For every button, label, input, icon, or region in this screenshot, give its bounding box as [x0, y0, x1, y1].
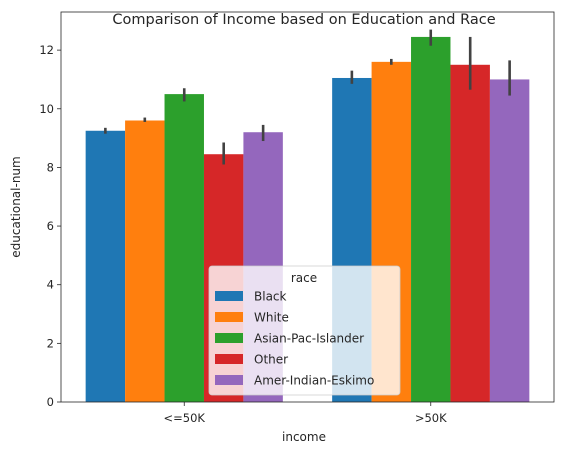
legend-swatch	[215, 375, 243, 385]
legend-label: Other	[254, 353, 288, 367]
legend-label: White	[254, 311, 289, 325]
legend-label: Asian-Pac-Islander	[254, 332, 364, 346]
y-tick-label: 2	[47, 336, 54, 350]
y-axis-label: educational-num	[9, 156, 23, 257]
y-axis: 0 2 4 6 8 10 12	[39, 43, 61, 409]
y-tick-label: 0	[47, 395, 54, 409]
errorbars-layer	[104, 29, 511, 165]
legend-title: race	[291, 271, 317, 285]
legend-swatch	[215, 312, 243, 322]
legend-label: Black	[254, 290, 287, 304]
chart-title: Comparison of Income based on Education …	[112, 12, 495, 28]
y-tick-label: 6	[47, 219, 54, 233]
y-tick-label: 12	[39, 43, 54, 57]
legend-label: Amer-Indian-Eskimo	[254, 374, 374, 388]
legend: race Black White Asian-Pac-Islander Other Am…	[208, 265, 401, 396]
bar-asian-pac-islander-1	[411, 36, 451, 403]
bar-amer-indian-eskimo-1	[489, 79, 530, 403]
bar-asian-pac-islander-0	[164, 94, 204, 403]
legend-swatch	[215, 333, 243, 343]
y-tick-label: 8	[47, 160, 54, 174]
x-axis-label: income	[282, 430, 326, 444]
legend-swatch	[215, 291, 243, 301]
plot-frame	[60, 11, 555, 403]
y-tick-label: 4	[47, 278, 54, 292]
bar-black-0	[85, 130, 126, 402]
x-axis: <=50K >50K	[164, 402, 447, 425]
bar-other-1	[450, 64, 490, 402]
x-tick-label: >50K	[415, 411, 447, 425]
legend-swatch	[215, 354, 243, 364]
y-tick-label: 10	[39, 102, 54, 116]
bar-white-0	[125, 120, 165, 402]
x-tick-label: <=50K	[164, 411, 206, 425]
legend-frame	[208, 265, 401, 396]
